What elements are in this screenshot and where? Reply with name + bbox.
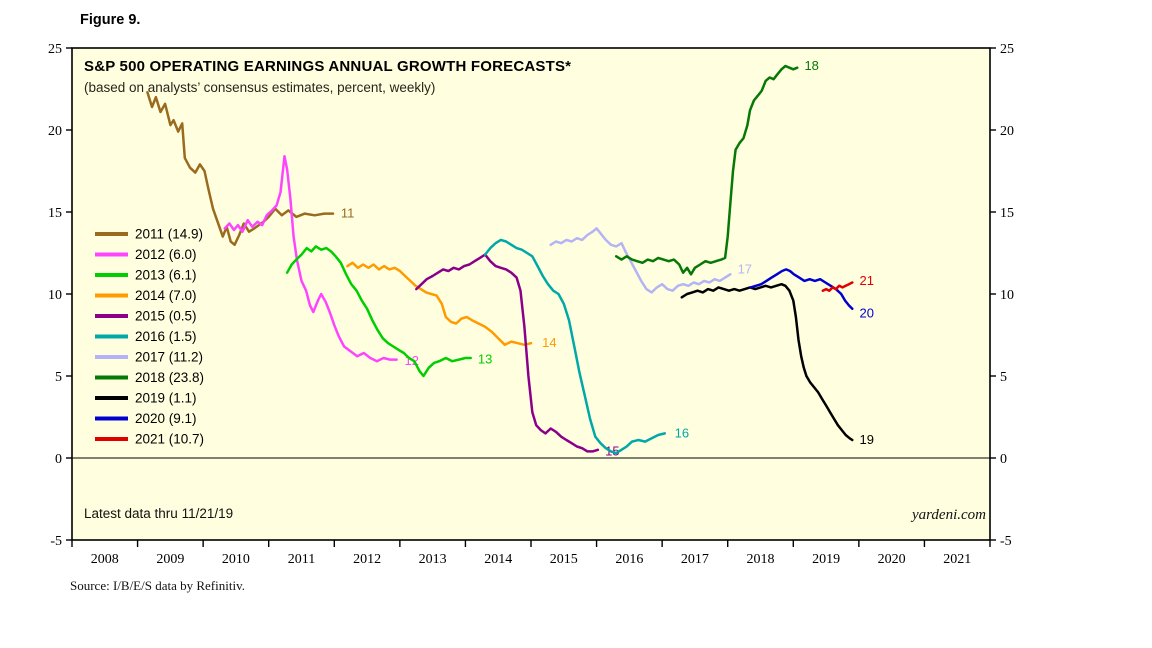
x-axis-label-2018: 2018	[747, 552, 775, 567]
y-axis-label-left-10: 10	[48, 288, 62, 303]
series-line-2020	[749, 268, 854, 311]
x-axis-label-2021: 2021	[943, 552, 971, 567]
series-end-label-2021: 21	[860, 273, 874, 288]
series-end-label-2013: 13	[478, 352, 492, 367]
x-axis-label-2009: 2009	[156, 552, 184, 567]
legend-label-2013: 2013 (6.1)	[135, 268, 197, 283]
series-end-label-2011: 11	[341, 206, 355, 221]
figure-label: Figure 9.	[80, 12, 141, 28]
series-line-2017	[549, 227, 732, 294]
chart-title: S&P 500 OPERATING EARNINGS ANNUAL GROWTH…	[84, 58, 572, 75]
series-line-2018	[614, 64, 799, 276]
y-axis-label-right-0: 0	[1000, 452, 1007, 467]
source-note: Source: I/B/E/S data by Refinitiv.	[70, 578, 245, 593]
x-axis-label-2013: 2013	[419, 552, 447, 567]
y-axis-label-right-25: 25	[1000, 42, 1014, 57]
plot-area	[71, 47, 991, 541]
series-end-label-2014: 14	[542, 335, 556, 350]
legend-label-2011: 2011 (14.9)	[135, 227, 203, 242]
legend-label-2012: 2012 (6.0)	[135, 247, 197, 262]
series-line-2013	[285, 245, 472, 378]
legend-label-2019: 2019 (1.1)	[135, 391, 197, 406]
legend-label-2015: 2015 (0.5)	[135, 309, 197, 324]
series-end-label-2018: 18	[804, 58, 818, 73]
series-line-2021	[821, 281, 854, 292]
y-axis-label-right-5: 5	[1000, 370, 1007, 385]
y-axis-label-left-20: 20	[48, 124, 62, 139]
latest-data-note: Latest data thru 11/21/19	[84, 506, 234, 521]
y-axis-label-left-5: 5	[55, 370, 62, 385]
y-axis-label-left-25: 25	[48, 42, 62, 57]
y-axis-label-right--5: -5	[1000, 534, 1012, 549]
chart-subtitle: (based on analysts’ consensus estimates,…	[84, 80, 436, 95]
legend-label-2020: 2020 (9.1)	[135, 411, 197, 426]
legend-label-2014: 2014 (7.0)	[135, 288, 197, 303]
legend-label-2021: 2021 (10.7)	[135, 432, 204, 447]
legend-label-2017: 2017 (11.2)	[135, 350, 203, 365]
x-axis-label-2017: 2017	[681, 552, 709, 567]
legend-label-2018: 2018 (23.8)	[135, 370, 204, 385]
y-axis-label-right-20: 20	[1000, 124, 1014, 139]
series-line-2015	[415, 253, 600, 453]
x-axis-label-2019: 2019	[812, 552, 840, 567]
x-axis-label-2008: 2008	[91, 552, 119, 567]
y-axis-label-left-15: 15	[48, 206, 62, 221]
y-axis-label-right-15: 15	[1000, 206, 1014, 221]
x-axis-label-2020: 2020	[878, 552, 906, 567]
x-axis-label-2015: 2015	[550, 552, 578, 567]
x-axis-label-2016: 2016	[615, 552, 643, 567]
y-axis-label-right-10: 10	[1000, 288, 1014, 303]
x-axis-label-2014: 2014	[484, 552, 512, 567]
series-line-2019	[680, 282, 854, 442]
y-axis-label-left--5: -5	[50, 534, 62, 549]
brand-note: yardeni.com	[911, 507, 986, 523]
x-axis-label-2010: 2010	[222, 552, 250, 567]
series-end-label-2020: 20	[860, 306, 874, 321]
series-line-2016	[483, 238, 667, 455]
legend-label-2016: 2016 (1.5)	[135, 329, 197, 344]
series-end-label-2019: 19	[860, 432, 874, 447]
x-axis-label-2012: 2012	[353, 552, 381, 567]
series-line-2011	[146, 91, 335, 247]
series-end-label-2016: 16	[675, 425, 689, 440]
series-line-2014	[346, 261, 533, 347]
y-axis-label-left-0: 0	[55, 452, 62, 467]
series-line-2012	[223, 154, 398, 363]
x-axis-label-2011: 2011	[288, 552, 315, 567]
series-end-label-2017: 17	[738, 261, 752, 276]
